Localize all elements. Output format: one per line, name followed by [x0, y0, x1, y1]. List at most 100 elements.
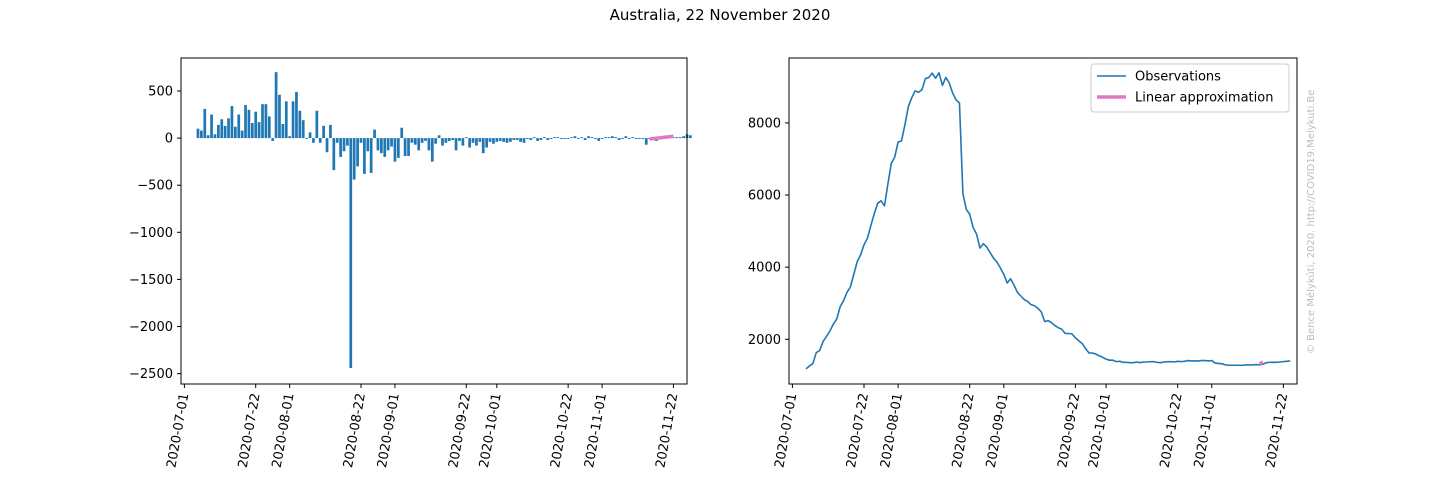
x-axis: 2020-07-01 2020-07-22 2020-08-01 2020-08-22…	[164, 384, 681, 469]
y-tick-label: −500	[137, 179, 173, 194]
bar	[230, 106, 234, 139]
bar	[624, 136, 628, 139]
bar	[257, 122, 261, 139]
bar	[570, 137, 573, 139]
bar	[614, 137, 618, 139]
x-tick-label: 2020-11-22	[653, 392, 681, 469]
x-tick-label: 2020-10-01	[1086, 392, 1114, 469]
x-tick-label: 2020-11-01	[1192, 392, 1220, 469]
bar	[573, 136, 577, 139]
bar	[295, 91, 298, 139]
x-tick-label: 2020-09-22	[1055, 392, 1083, 469]
bar	[417, 138, 421, 151]
bar	[498, 138, 502, 141]
bar	[549, 138, 553, 140]
bar	[638, 138, 641, 140]
x-tick-label: 2020-10-22	[1158, 392, 1186, 469]
x-axis: 2020-07-01 2020-07-22 2020-08-01 2020-08-22…	[772, 384, 1291, 469]
bar	[233, 126, 237, 139]
y-tick-label: 0	[165, 132, 173, 147]
bar	[200, 130, 203, 139]
bar	[380, 138, 383, 154]
bar	[247, 109, 251, 139]
bar	[407, 138, 410, 156]
bar	[519, 138, 522, 142]
y-tick-label: 2000	[748, 333, 781, 348]
bar	[559, 138, 563, 140]
bar	[335, 138, 339, 143]
bar	[590, 137, 594, 139]
bar	[689, 135, 692, 139]
bar	[352, 138, 356, 180]
bar	[369, 138, 373, 173]
figure-title: Australia, 22 November 2020	[609, 6, 831, 24]
bar	[604, 137, 607, 139]
bar	[284, 101, 288, 139]
legend-label: Linear approximation	[1135, 91, 1273, 106]
bar	[631, 137, 635, 139]
y-axis: 2000 4000 6000 8000	[748, 116, 789, 348]
bar	[298, 110, 302, 139]
bar	[244, 105, 247, 139]
bar	[332, 138, 336, 171]
bar	[346, 138, 349, 146]
bar	[488, 138, 492, 142]
x-tick-label: 2020-09-22	[446, 392, 474, 469]
bar	[196, 128, 200, 139]
bar	[329, 124, 332, 139]
bar	[267, 116, 271, 139]
bar	[413, 138, 417, 145]
bar	[522, 138, 526, 143]
y-axis: 500 0 −500 −1000 −1500 −2000 −2500	[129, 84, 181, 382]
bar	[675, 137, 679, 139]
x-tick-label: 2020-09-01	[375, 392, 403, 469]
bar	[485, 138, 488, 148]
bar	[512, 138, 516, 140]
bar	[318, 138, 322, 143]
x-tick-label: 2020-08-01	[270, 392, 298, 469]
bar	[220, 119, 224, 139]
bar	[403, 138, 407, 156]
observations-line	[805, 71, 1291, 370]
bar	[315, 110, 319, 139]
bar	[576, 138, 580, 140]
y-tick-label: 500	[148, 84, 173, 99]
bar	[281, 123, 285, 139]
bar	[546, 138, 550, 140]
bar	[237, 114, 241, 139]
bar	[240, 130, 244, 139]
bar-series	[196, 72, 692, 368]
x-tick-label: 2020-07-01	[164, 392, 192, 469]
bar	[305, 138, 309, 140]
bar	[216, 124, 220, 139]
bar	[478, 138, 482, 142]
bar	[254, 111, 258, 139]
bar	[393, 138, 397, 162]
bar	[349, 138, 353, 368]
x-tick-label: 2020-07-22	[236, 392, 264, 469]
bar	[621, 138, 624, 140]
bar	[223, 125, 227, 139]
bar	[617, 138, 621, 140]
bar	[301, 120, 305, 139]
bar	[526, 138, 529, 140]
y-tick-label: 6000	[748, 189, 781, 204]
y-tick-label: 4000	[748, 261, 781, 276]
bar	[515, 138, 519, 140]
line-series	[805, 71, 1291, 370]
bar	[227, 118, 230, 139]
bar	[464, 137, 468, 139]
bar	[553, 137, 556, 139]
bar	[580, 137, 584, 139]
bar	[610, 136, 614, 139]
bar	[213, 134, 217, 139]
bar	[481, 138, 485, 154]
bar	[461, 138, 465, 146]
watermark: © Bence Mélykúti, 2020. http://COVID19.M…	[1306, 89, 1317, 354]
y-tick-label: 8000	[748, 116, 781, 131]
bar	[644, 138, 648, 145]
bar	[206, 135, 210, 139]
x-tick-label: 2020-08-22	[950, 392, 978, 469]
bar	[390, 138, 393, 147]
